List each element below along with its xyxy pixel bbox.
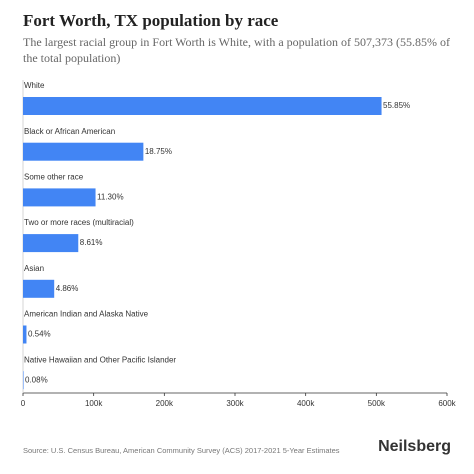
category-label: Black or African American <box>24 127 115 136</box>
chart-subtitle: The largest racial group in Fort Worth i… <box>23 35 450 65</box>
chart-title: Fort Worth, TX population by race <box>23 11 279 30</box>
source: Source: U.S. Census Bureau, American Com… <box>23 446 340 455</box>
bar <box>23 325 27 344</box>
category-label: Native Hawaiian and Other Pacific Island… <box>24 355 176 364</box>
category-label: Asian <box>24 264 44 273</box>
x-tick-label: 600k <box>438 399 456 408</box>
bar <box>23 142 144 161</box>
value-label: 18.75% <box>145 147 172 156</box>
x-tick-label: 300k <box>226 399 244 408</box>
bar <box>23 188 96 207</box>
brand: Neilsberg <box>378 438 451 455</box>
value-label: 11.30% <box>97 193 124 202</box>
category-label: American Indian and Alaska Native <box>24 310 149 319</box>
x-tick-label: 400k <box>297 399 315 408</box>
bar <box>23 97 382 115</box>
bar <box>23 279 55 298</box>
x-tick-label: 100k <box>85 399 103 408</box>
category-label: White <box>24 81 45 90</box>
value-label: 0.54% <box>28 330 51 339</box>
category-label: Some other race <box>24 173 84 182</box>
x-tick-label: 200k <box>156 399 174 408</box>
x-tick-label: 500k <box>368 399 386 408</box>
value-label: 0.08% <box>25 375 48 384</box>
bar <box>23 371 24 390</box>
x-tick-label: 0 <box>21 399 26 408</box>
value-label: 4.86% <box>56 284 79 293</box>
category-label: Two or more races (multiracial) <box>24 218 134 227</box>
bar <box>23 234 79 253</box>
value-label: 8.61% <box>80 238 103 247</box>
value-label: 55.85% <box>383 101 410 110</box>
